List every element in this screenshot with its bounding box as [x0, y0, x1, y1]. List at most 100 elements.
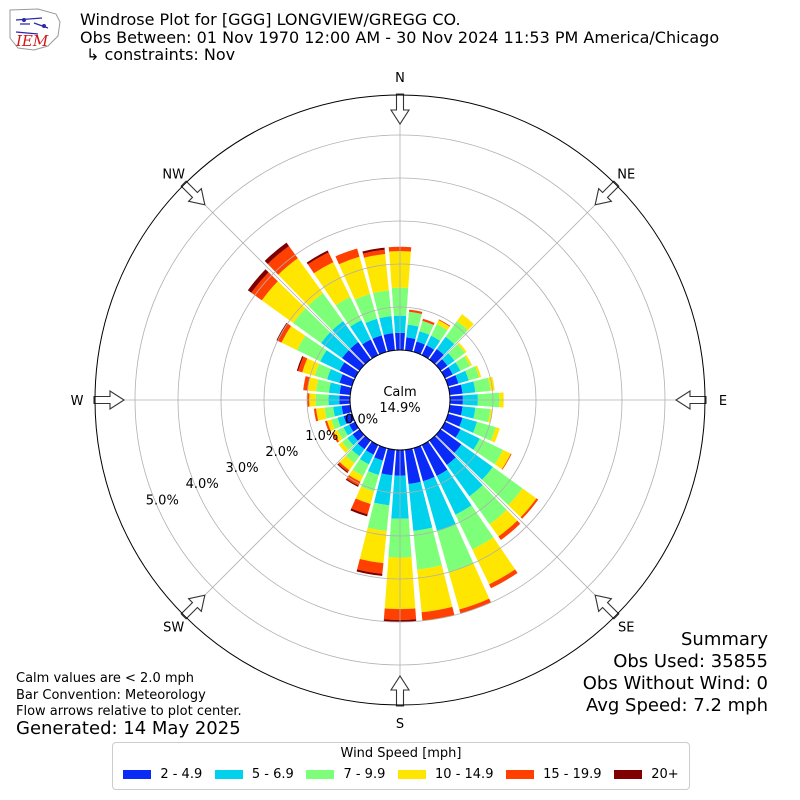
bar-dir-320-bin-0 — [350, 342, 371, 365]
bar-dir-120-bin-2 — [473, 438, 504, 465]
flow-arrow-nw — [180, 180, 206, 206]
bar-dir-350-bin-5 — [362, 247, 385, 254]
bar-dir-70-bin-1 — [455, 370, 469, 384]
bar-dir-210-bin-2 — [352, 459, 369, 476]
bar-dir-330-bin-3 — [313, 262, 351, 306]
bar-dir-220-bin-2 — [345, 449, 360, 464]
bar-dir-220-bin-0 — [357, 435, 371, 450]
bar-dir-220-bin-3 — [339, 455, 355, 471]
bar-dir-30-bin-3 — [436, 320, 450, 331]
bar-dir-140-bin-0 — [429, 435, 456, 465]
bar-dir-300-bin-1 — [320, 350, 345, 371]
radial-tick-label: 2.0% — [265, 445, 298, 460]
bar-dir-120-bin-3 — [494, 449, 511, 470]
bar-dir-150-bin-2 — [455, 505, 494, 550]
bar-dir-300-bin-4 — [277, 323, 292, 343]
bar-dir-10-bin-1 — [406, 324, 419, 340]
legend: Wind Speed [mph] 2 - 4.9 5 - 6.9 7 - 9.9 10… — [112, 742, 690, 790]
radial-tick-label: 5.0% — [146, 493, 179, 508]
bar-dir-210-bin-0 — [365, 441, 379, 455]
summary-avg-speed: Avg Speed: 7.2 mph — [586, 695, 768, 716]
bar-dir-240-bin-3 — [333, 430, 343, 442]
flow-arrow-e — [674, 389, 707, 411]
bar-dir-190-bin-0 — [381, 448, 395, 476]
bar-dir-280-bin-1 — [328, 382, 342, 394]
bar-dir-190-bin-5 — [356, 569, 383, 576]
bar-dir-340-bin-4 — [335, 248, 360, 265]
bar-dir-330-bin-1 — [350, 320, 371, 345]
bar-dir-320-bin-4 — [267, 246, 298, 275]
bar-dir-220-bin-5 — [337, 463, 349, 473]
bar-dir-40-bin-0 — [429, 348, 444, 365]
bar-dir-20-bin-4 — [422, 318, 435, 325]
bar-dir-340-bin-1 — [365, 318, 382, 339]
bar-dir-110-bin-0 — [445, 413, 463, 427]
bar-dir-50-bin-3 — [457, 342, 467, 354]
bar-dir-80-bin-2 — [473, 377, 491, 393]
compass-label-w: W — [71, 394, 84, 409]
legend-label: 15 - 19.9 — [543, 767, 602, 782]
bar-dir-30-bin-4 — [438, 319, 451, 327]
bar-dir-40-bin-2 — [445, 321, 468, 345]
bar-dir-70-bin-0 — [445, 375, 459, 387]
bar-dir-260-bin-1 — [333, 405, 344, 417]
bar-dir-130-bin-2 — [482, 466, 523, 506]
legend-swatch — [506, 770, 535, 779]
bar-dir-200-bin-0 — [374, 445, 387, 461]
bar-dir-100-bin-0 — [448, 405, 463, 416]
legend-title: Wind Speed [mph] — [340, 746, 462, 761]
bar-dir-160-bin-4 — [459, 598, 491, 614]
bar-dir-350-bin-3 — [364, 254, 389, 294]
bar-dir-260-bin-2 — [324, 406, 335, 419]
bar-dir-150-bin-3 — [472, 537, 516, 585]
bar-dir-30-bin-0 — [421, 345, 435, 359]
bar-dir-170-bin-2 — [413, 527, 442, 570]
bar-dir-20-bin-1 — [416, 331, 430, 345]
bar-dir-300-bin-3 — [281, 325, 306, 351]
bar-dir-210-bin-1 — [359, 450, 374, 465]
legend-item: 7 - 9.9 — [306, 767, 385, 782]
bar-dir-110-bin-3 — [490, 427, 500, 443]
bar-dir-210-bin-5 — [345, 478, 359, 487]
bar-dir-160-bin-2 — [437, 524, 474, 573]
summary-title: Summary — [681, 629, 768, 650]
bar-dir-30-bin-1 — [426, 335, 441, 350]
bar-dir-320-bin-2 — [308, 293, 344, 331]
grid-spoke-315 — [184, 184, 365, 365]
bar-dir-50-bin-1 — [442, 353, 455, 366]
bar-dir-220-bin-4 — [338, 462, 350, 472]
bar-dir-40-bin-1 — [436, 336, 455, 355]
bar-dir-190-bin-2 — [367, 502, 390, 532]
bar-dir-50-bin-2 — [448, 344, 465, 361]
bar-dir-140-bin-4 — [498, 520, 521, 540]
bar-dir-110-bin-2 — [473, 421, 496, 441]
bar-dir-200-bin-5 — [350, 508, 368, 517]
bar-dir-290-bin-4 — [298, 356, 308, 373]
bar-dir-80-bin-1 — [460, 381, 476, 394]
bar-dir-310-bin-3 — [261, 281, 306, 323]
bar-dir-60-bin-1 — [448, 362, 461, 375]
grid-spoke-45 — [435, 184, 616, 365]
bar-dir-320-bin-5 — [264, 242, 289, 264]
bar-dir-330-bin-2 — [335, 296, 362, 327]
bar-dir-140-bin-2 — [469, 485, 507, 525]
bar-dir-80-bin-0 — [448, 384, 463, 395]
bar-dir-330-bin-5 — [306, 250, 329, 265]
legend-swatch — [398, 770, 427, 779]
bar-dir-120-bin-1 — [455, 429, 480, 450]
radial-tick-label: 4.0% — [186, 477, 219, 492]
bar-dir-170-bin-1 — [408, 481, 433, 532]
legend-swatch — [214, 770, 243, 779]
bar-dir-250-bin-2 — [331, 417, 341, 430]
bar-dir-250-bin-4 — [325, 420, 331, 432]
bar-dir-290-bin-1 — [327, 368, 343, 383]
bar-dir-230-bin-3 — [338, 441, 349, 453]
bar-dir-100-bin-3 — [488, 409, 493, 423]
bar-dir-10-bin-2 — [407, 311, 422, 327]
flow-arrows — [93, 93, 707, 707]
bar-dir-290-bin-5 — [296, 356, 304, 372]
bar-dir-280-bin-2 — [316, 379, 331, 393]
bar-dir-140-bin-3 — [489, 509, 518, 537]
bar-dir-130-bin-4 — [520, 498, 539, 519]
